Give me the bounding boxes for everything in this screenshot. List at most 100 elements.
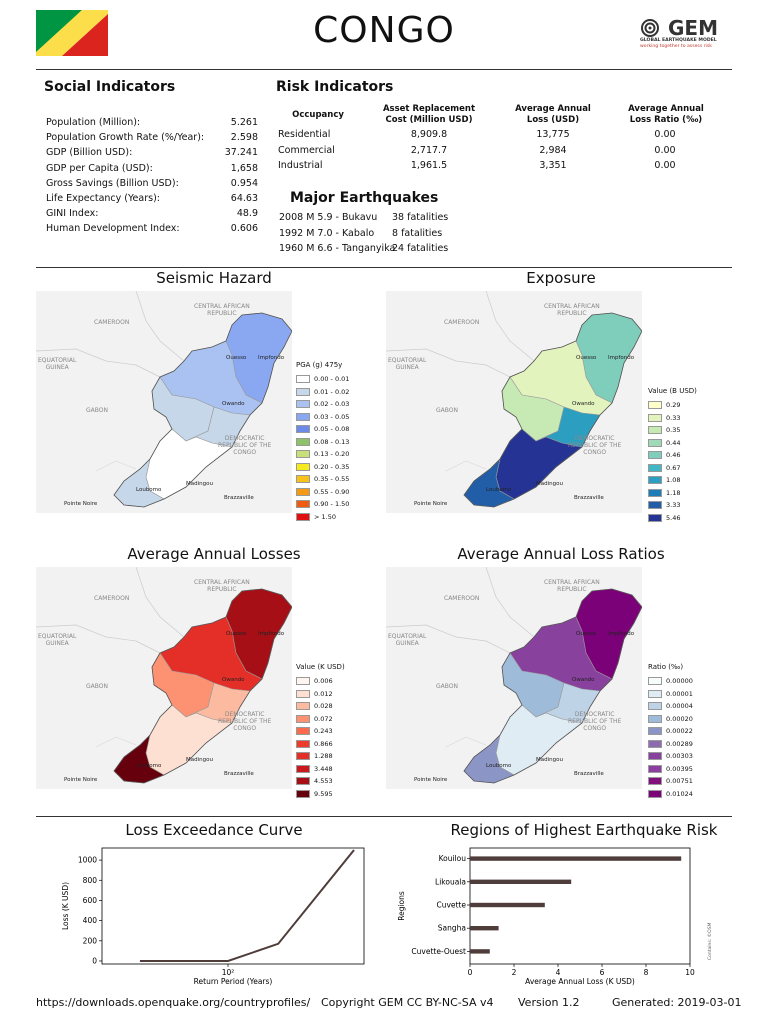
legend-item: 0.46 (648, 449, 697, 462)
major-earthquakes-heading: Major Earthquakes (290, 190, 439, 206)
map-credit: Contains: ©OSM (708, 922, 713, 960)
map-canvas[interactable]: CENTRAL AFRICAN REPUBLIC CAMEROON EQUATORI… (36, 291, 292, 513)
legend-label: 0.00000 (666, 677, 693, 686)
gem-logo-text: GEM (668, 16, 718, 40)
legend-swatch (648, 438, 662, 447)
legend-label: 0.243 (314, 727, 333, 736)
legend-item: 0.00001 (648, 688, 693, 701)
city-label: Ouesso (226, 631, 247, 637)
risk-table-cell: Commercial (278, 144, 335, 156)
risk-table-cell: 1,961.5 (410, 160, 448, 171)
map-label-eq-guinea: EQUATORIAL GUINEA (388, 633, 427, 647)
legend-swatch (648, 789, 662, 798)
country-flag (36, 10, 108, 56)
footer-url[interactable]: https://downloads.openquake.org/countryp… (36, 996, 311, 1009)
legend-label: 1.288 (314, 752, 333, 761)
legend-label: > 1.50 (314, 512, 336, 521)
legend-label: 0.13 - 0.20 (314, 450, 350, 459)
legend-swatch (296, 437, 310, 446)
x-tick-label: 0 (468, 968, 473, 977)
legend-swatch (648, 752, 662, 761)
legend-swatch (296, 500, 310, 509)
gem-logo-subtitle: GLOBAL EARTHQUAKE MODEL (640, 38, 717, 43)
map-label-gabon: GABON (436, 683, 458, 690)
legend-item: 0.00020 (648, 713, 693, 726)
legend-item: 0.08 - 0.13 (296, 436, 349, 449)
bar-likouala (470, 879, 572, 884)
social-indicator-label: GDP per Capita (USD): (46, 162, 153, 174)
city-label: Owando (222, 677, 245, 683)
y-tick-label: 800 (83, 876, 98, 885)
legend-item: 0.00022 (648, 725, 693, 738)
map-canvas[interactable]: CENTRAL AFRICAN REPUBLIC CAMEROON EQUATORI… (386, 291, 642, 513)
legend-swatch (296, 400, 310, 409)
social-indicator-label: Gross Savings (Billion USD): (46, 177, 179, 189)
legend-label: 0.03 - 0.05 (314, 412, 350, 421)
legend-item: 3.33 (648, 499, 697, 512)
x-tick-label: 10 (685, 968, 695, 977)
map-canvas[interactable]: CENTRAL AFRICAN REPUBLIC CAMEROON EQUATORI… (386, 567, 642, 789)
footer-version: Version 1.2 (518, 996, 580, 1009)
map-title: Average Annual Losses (127, 545, 301, 563)
legend-swatch (296, 425, 310, 434)
risk-table-cell: 0.00 (654, 144, 676, 156)
map-canvas[interactable]: CENTRAL AFRICAN REPUBLIC CAMEROON EQUATORI… (36, 567, 292, 789)
city-label: Loubomo (486, 763, 512, 769)
legend-label: 0.08 - 0.13 (314, 437, 350, 446)
city-label: Madingou (186, 481, 213, 487)
risk-indicators-heading: Risk Indicators (276, 79, 394, 95)
legend-swatch (296, 777, 310, 786)
legend-swatch (296, 462, 310, 471)
legend-label: 0.012 (314, 689, 333, 698)
legend-item: 0.55 - 0.90 (296, 486, 349, 499)
legend-label: 0.20 - 0.35 (314, 462, 350, 471)
legend-label: 1.18 (666, 488, 681, 497)
legend-label: 0.028 (314, 702, 333, 711)
y-tick-label: 1000 (78, 856, 97, 865)
bar-cuvette-ouest (470, 949, 490, 954)
legend-label: 0.00303 (666, 752, 693, 761)
legend-label: 0.90 - 1.50 (314, 500, 350, 509)
legend-item: 0.05 - 0.08 (296, 423, 349, 436)
legend-title: PGA (g) 475y (296, 361, 343, 369)
map-label-car: CENTRAL AFRICAN REPUBLIC (194, 303, 250, 317)
map-label-eq-guinea: EQUATORIAL GUINEA (38, 357, 77, 371)
legend-label: 4.553 (314, 777, 333, 786)
legend-swatch (648, 476, 662, 485)
city-label: Madingou (536, 757, 563, 763)
earthquake-fatalities: 38 fatalities (392, 212, 449, 223)
legend-swatch (648, 702, 662, 711)
risk-col-aal: Average Annual Loss (USD) (515, 104, 591, 125)
social-indicator-value: 0.954 (230, 177, 258, 189)
legend-item: 0.03 - 0.05 (296, 411, 349, 424)
legend-item: 0.20 - 0.35 (296, 461, 349, 474)
x-tick-label: 2 (512, 968, 517, 977)
legend-label: 0.46 (666, 451, 681, 460)
earthquake-fatalities: 24 fatalities (392, 243, 449, 254)
legend-label: 0.01 - 0.02 (314, 387, 350, 396)
legend-item: 0.01 - 0.02 (296, 386, 349, 399)
city-label: Owando (222, 401, 245, 407)
legend-label: 1.08 (666, 476, 681, 485)
legend-label: 0.55 - 0.90 (314, 487, 350, 496)
map-label-cameroon: CAMEROON (94, 595, 130, 602)
social-indicator-label: Population Growth Rate (%/Year): (46, 132, 205, 144)
legend-item: 0.00000 (648, 675, 693, 688)
risk-table-cell: 13,775 (536, 129, 570, 140)
risk-col-occupancy: Occupancy (292, 110, 344, 120)
city-label: Brazzaville (574, 771, 604, 777)
earthquake-event: 2008 M 5.9 - Bukavu (279, 212, 378, 223)
social-indicator-label: Population (Million): (46, 117, 141, 128)
city-label: Pointe Noire (414, 777, 448, 783)
legend-item: 0.012 (296, 688, 345, 701)
legend-label: 0.072 (314, 714, 333, 723)
legend-swatch (296, 475, 310, 484)
footer-copyright: Copyright GEM CC BY-NC-SA v4 (321, 996, 494, 1009)
map-label-drc: DEMOCRATIC REPUBLIC OF THE CONGO (218, 711, 272, 732)
legend-label: 0.00001 (666, 689, 693, 698)
loss-curve-title: Loss Exceedance Curve (125, 821, 303, 839)
y-tick-label: 600 (83, 896, 98, 905)
footer-generated: Generated: 2019-03-01 (612, 996, 742, 1009)
social-indicator-value: 5.261 (230, 117, 258, 128)
legend-item: 1.08 (648, 474, 697, 487)
